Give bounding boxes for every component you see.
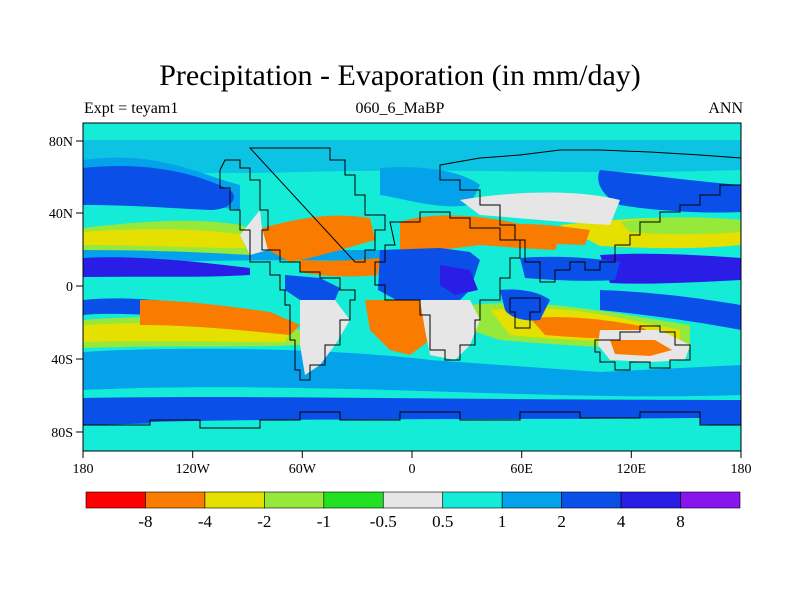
field-antarctic-cyan: [150, 418, 700, 443]
x-tick-label: 180: [731, 462, 752, 477]
colorbar-label: 8: [676, 512, 685, 531]
coastlines: [83, 147, 742, 429]
field-band-southern-ocean: [83, 397, 741, 425]
x-tick-label: 0: [409, 462, 416, 477]
field-samerica-wet: [285, 275, 340, 305]
x-tick-label: 180: [73, 462, 94, 477]
field-itcz-pacific-west: [83, 257, 250, 277]
colorbar-swatch: [561, 491, 622, 509]
y-tick-labels: 80N 40N 0 40S 80S: [49, 135, 73, 441]
field-sh-pacific-orange: [140, 300, 300, 335]
period-label: 060_6_MaBP: [355, 100, 445, 117]
coastline-maritime: [509, 297, 541, 329]
field-atlantic-storm: [380, 167, 480, 207]
field-spcz-east: [600, 290, 741, 330]
colorbar-swatch: [620, 491, 681, 509]
contour-field: [83, 123, 741, 451]
field-congo-wet: [440, 265, 478, 295]
colorbar-swatch: [680, 491, 741, 509]
field-asia-grey: [460, 192, 620, 225]
coastline-australia: [594, 325, 691, 371]
axis-ticks: [76, 140, 742, 458]
plot-title: Precipitation - Evaporation (in mm/day): [159, 59, 641, 92]
field-gulf-orange: [300, 258, 380, 277]
colorbar-swatch: [145, 491, 206, 509]
x-tick-label: 120E: [617, 462, 647, 477]
field-maritime-wet: [500, 289, 550, 321]
colorbar-label: -8: [138, 512, 152, 531]
y-tick-label: 0: [66, 280, 73, 295]
field-npacific-storm: [83, 166, 234, 210]
colorbar-swatch: [501, 491, 562, 509]
colorbar-label: -2: [257, 512, 271, 531]
field-australia-orange: [610, 340, 672, 356]
field-sh-africa-orange: [365, 300, 440, 355]
y-tick-label: 40N: [49, 207, 73, 222]
field-namerica-grey: [240, 210, 268, 255]
colorbar-label: 1: [498, 512, 507, 531]
x-tick-label: 60W: [289, 462, 317, 477]
x-tick-label: 120W: [176, 462, 211, 477]
coastline-americas: [219, 159, 356, 381]
colorbar-label: -4: [198, 512, 213, 531]
colorbar-swatch: [323, 491, 384, 509]
colorbar-label: -0.5: [370, 512, 397, 531]
field-band-sh-storm: [83, 348, 741, 397]
colorbar-swatch: [442, 491, 503, 509]
field-samerica-grey: [300, 300, 350, 375]
colorbar-swatch: [204, 491, 265, 509]
y-tick-label: 80N: [49, 135, 73, 150]
colorbar-label: 4: [617, 512, 626, 531]
field-nh-subtropic-yellow: [83, 229, 245, 248]
season-label: ANN: [708, 100, 743, 117]
experiment-label: Expt = teyam1: [84, 100, 179, 117]
colorbar-swatch: [382, 491, 444, 509]
colorbar-label: 2: [557, 512, 566, 531]
x-tick-labels: 180 120W 60W 0 60E 120E 180: [73, 462, 752, 477]
field-itcz-pacific-east: [600, 253, 741, 284]
field-nh-east-green: [620, 217, 741, 235]
colorbar: -8 -4 -2 -1 -0.5 0.5 1 2 4 8: [85, 491, 741, 531]
y-tick-label: 40S: [51, 353, 73, 368]
colorbar-swatch: [264, 491, 325, 509]
colorbar-swatch: [85, 491, 146, 509]
coastline-africa-europe: [374, 211, 521, 361]
y-tick-label: 80S: [51, 426, 73, 441]
field-npacific-storm-east: [598, 170, 741, 213]
x-tick-label: 60E: [510, 462, 533, 477]
field-namerica-orange: [262, 215, 375, 262]
coastline-greenland: [248, 147, 386, 263]
colorbar-label: 0.5: [432, 512, 453, 531]
coastline-antarctica: [83, 411, 741, 429]
colorbar-label: -1: [317, 512, 331, 531]
